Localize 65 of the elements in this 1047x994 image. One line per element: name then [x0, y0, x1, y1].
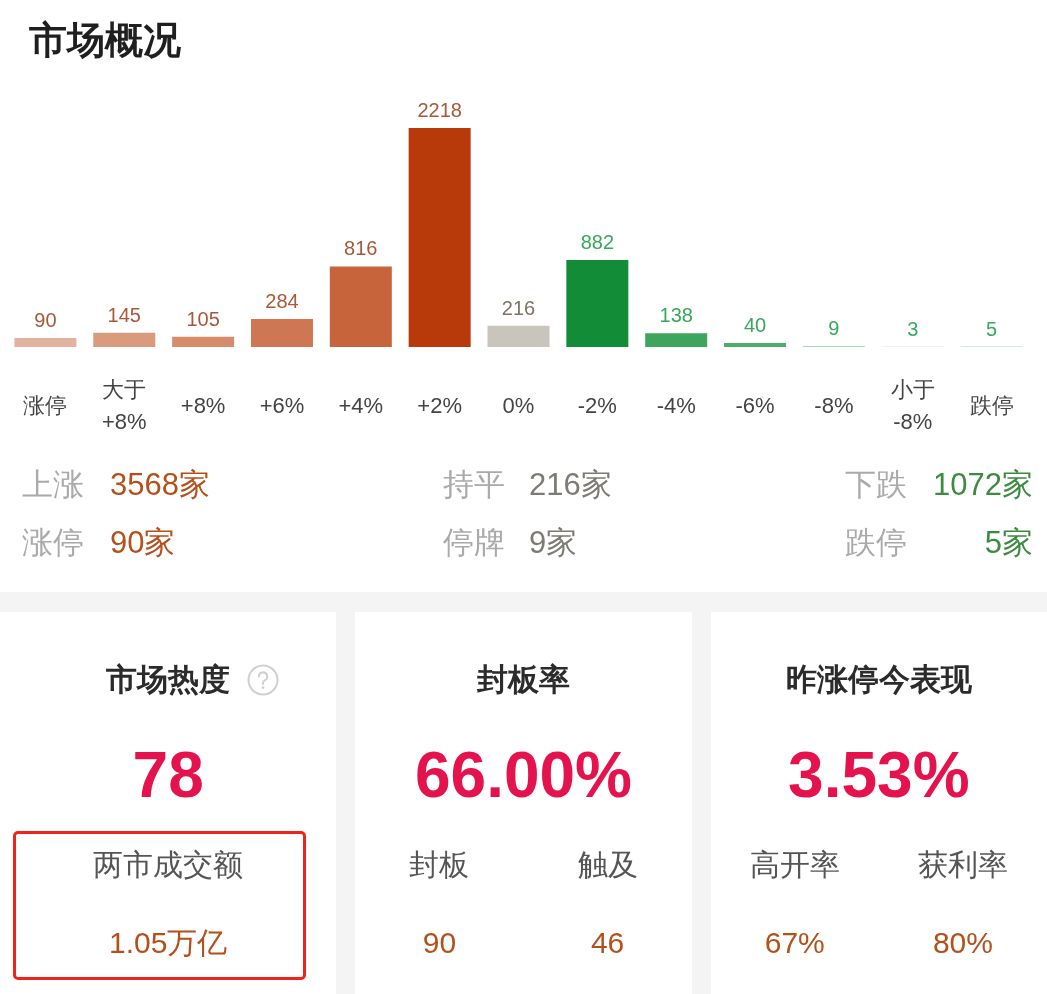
- data-label: 40: [743, 314, 767, 337]
- bar: [172, 336, 235, 347]
- data-label: 105: [186, 307, 220, 330]
- data-label: 216: [501, 296, 536, 319]
- x-tick-label: -8%: [814, 392, 854, 418]
- text: 两市成交额: [93, 847, 244, 883]
- data-label: 2218: [417, 99, 462, 121]
- bar: [487, 325, 550, 347]
- text: 66.00%: [414, 737, 633, 813]
- text: 持平: [443, 466, 505, 504]
- text: 80%: [932, 925, 993, 961]
- text: 高开率: [749, 847, 840, 883]
- text: 67%: [764, 925, 825, 961]
- x-tick-label: +8%: [180, 392, 226, 418]
- text: 市场热度: [106, 661, 231, 699]
- text: 78: [132, 737, 204, 813]
- data-label: 90: [34, 309, 57, 332]
- data-label: 9: [828, 317, 840, 340]
- x-tick-label: +2%: [417, 392, 462, 418]
- x-tick-label: +6%: [259, 392, 305, 418]
- data-label: 5: [986, 317, 998, 340]
- text: 昨涨停今表现: [785, 661, 972, 699]
- x-tick-label: -6%: [735, 392, 775, 418]
- bar: [408, 128, 471, 347]
- bar: [724, 343, 787, 347]
- text: 90: [422, 925, 457, 961]
- data-label: 3: [907, 317, 919, 340]
- x-tick-label: -4%: [656, 392, 696, 418]
- text: 封板: [409, 847, 470, 883]
- bar: [645, 333, 708, 347]
- x-tick-label: -2%: [577, 392, 617, 418]
- bar: [14, 338, 77, 347]
- text: 获利率: [917, 847, 1008, 883]
- text: 上涨: [22, 466, 84, 504]
- bar: [566, 259, 629, 347]
- text: 跌停: [845, 524, 907, 562]
- x-tick-label: +4%: [338, 392, 384, 418]
- bar: [329, 266, 392, 347]
- text: 封板率: [476, 661, 570, 699]
- data-label: 145: [107, 303, 141, 326]
- bar: [93, 332, 156, 347]
- x-tick-label: 涨停: [23, 392, 68, 418]
- x-tick-label: 小于-8%: [890, 376, 935, 434]
- x-tick-label: 跌停: [969, 392, 1014, 418]
- text: 9家: [529, 524, 578, 562]
- text: 触及: [577, 847, 638, 883]
- data-label: 284: [265, 289, 299, 312]
- bar: [250, 318, 313, 347]
- text: 3.53%: [788, 737, 970, 813]
- text: 5家: [984, 524, 1033, 562]
- data-label: 882: [580, 230, 615, 253]
- data-label: 138: [659, 304, 693, 327]
- text: 涨停: [22, 524, 84, 562]
- data-label: 816: [344, 237, 378, 260]
- text: 1.05万亿: [108, 925, 228, 961]
- text: 90家: [110, 524, 176, 562]
- text: 216家: [529, 466, 612, 504]
- text: 3568家: [110, 466, 210, 504]
- x-tick-label: 0%: [502, 392, 535, 418]
- chart-title: 市场概况: [29, 19, 181, 61]
- text: 46: [590, 925, 625, 961]
- x-tick-label: 大于+8%: [101, 376, 147, 434]
- text: 下跌: [845, 466, 907, 504]
- text: 停牌: [443, 524, 505, 562]
- text: 1072家: [933, 466, 1033, 504]
